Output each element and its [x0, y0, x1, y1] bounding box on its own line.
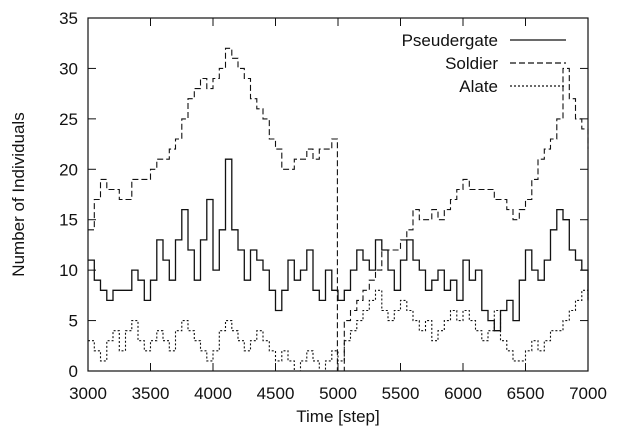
y-tick-label: 20: [59, 160, 78, 179]
legend: Pseudergate Soldier Alate: [402, 31, 566, 96]
y-tick-label: 10: [59, 261, 78, 280]
series-line-alate: [88, 289, 589, 372]
series-line-pseudergate: [88, 158, 589, 332]
legend-label-alate: Alate: [459, 77, 498, 96]
x-tick-label: 3000: [69, 384, 107, 403]
x-tick-label: 7000: [569, 384, 607, 403]
series-layer: [88, 47, 589, 372]
ticks-layer: 3000 3500 4000 4500 5000 5500 6000 6500 7000 0 5 10…: [59, 9, 607, 403]
y-tick-label: 25: [59, 110, 78, 129]
x-tick-label: 5000: [319, 384, 357, 403]
y-tick-label: 30: [59, 59, 78, 78]
legend-label-pseudergate: Pseudergate: [402, 31, 498, 50]
x-tick-label: 4500: [257, 384, 295, 403]
y-tick-label: 5: [69, 312, 78, 331]
x-axis-label: Time [step]: [296, 407, 379, 426]
y-tick-label: 15: [59, 211, 78, 230]
series-line-soldier: [88, 47, 589, 372]
x-tick-label: 6000: [444, 384, 482, 403]
y-tick-label: 0: [69, 362, 78, 381]
x-tick-label: 5500: [382, 384, 420, 403]
x-tick-label: 4000: [194, 384, 232, 403]
y-tick-label: 35: [59, 9, 78, 28]
x-tick-label: 6500: [507, 384, 545, 403]
y-axis-label: Number of Individuals: [9, 112, 28, 276]
x-tick-label: 3500: [132, 384, 170, 403]
legend-label-soldier: Soldier: [445, 54, 498, 73]
